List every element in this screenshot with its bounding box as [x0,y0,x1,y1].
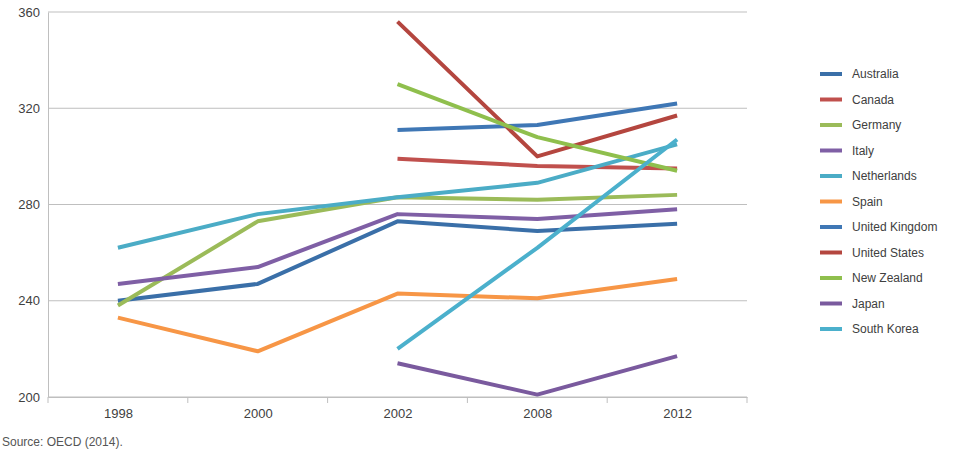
x-boundary-tick [467,397,468,403]
y-axis-line [48,13,49,398]
y-tick-label: 320 [18,101,40,116]
series-line [398,84,678,171]
y-tick-label: 240 [18,293,40,308]
legend-label: Japan [852,297,885,311]
legend-item: Spain [820,195,883,209]
x-boundary-ticks [48,397,747,403]
grid [48,12,747,397]
legend-item: New Zealand [820,271,923,285]
legend-item: Italy [820,144,874,158]
x-boundary-tick [607,397,608,403]
grid-line [48,12,747,13]
legend-swatch [820,276,842,280]
x-tick-label: 2000 [244,406,273,421]
legend-item: Canada [820,93,894,107]
legend-swatch [820,327,842,331]
y-tick: 240 [18,293,48,308]
legend-swatch [820,149,842,153]
legend-label: Italy [852,144,874,158]
y-tick: 320 [18,101,48,116]
x-tick: 2012 [663,397,692,421]
legend-item: United States [820,246,924,260]
legend-swatch [820,98,842,102]
y-tick: 360 [18,5,48,20]
legend-label: United Kingdom [852,220,937,234]
legend-label: Spain [852,195,883,209]
legend-swatch [820,72,842,76]
legend-label: Netherlands [852,169,917,183]
legend-swatch [820,225,842,229]
x-tick-label: 2002 [384,406,413,421]
y-tick-label: 280 [18,197,40,212]
x-tick: 2008 [523,397,552,421]
legend-item: South Korea [820,322,919,336]
legend-item: Japan [820,297,885,311]
legend-swatch [820,200,842,204]
series-line [398,140,678,349]
grid-line [48,204,747,205]
legend-label: United States [852,246,924,260]
x-boundary-tick [327,397,328,403]
x-boundary-tick [187,397,188,403]
y-tick-label: 360 [18,5,40,20]
legend-label: Germany [852,118,901,132]
series-line [118,144,677,247]
series-line [118,279,677,351]
legend-item: Netherlands [820,169,917,183]
plot-area [118,22,677,395]
legend-item: Australia [820,67,899,81]
legend-item: United Kingdom [820,220,937,234]
legend-swatch [820,174,842,178]
grid-line [48,397,747,398]
y-tick: 280 [18,197,48,212]
legend: Australia Canada Germany Italy Netherlands Sp… [820,67,937,336]
legend-item: Germany [820,118,901,132]
legend-swatch [820,123,842,127]
x-tick-label: 1998 [104,406,133,421]
y-tick: 200 [18,390,48,405]
y-axis: 200 240 280 320 360 [18,5,48,405]
legend-label: South Korea [852,322,919,336]
series-line [118,209,677,284]
legend-label: New Zealand [852,271,923,285]
source: Source: OECD (2014). [2,435,123,449]
x-boundary-tick [747,397,748,403]
x-tick-label: 2012 [663,406,692,421]
x-tick: 1998 [104,397,133,421]
grid-line [48,300,747,301]
y-tick-label: 200 [18,390,40,405]
legend-label: Australia [852,67,899,81]
x-tick-label: 2008 [523,406,552,421]
chart: 200 240 280 320 360 1998 2000 2002 2008 2012 Austr… [0,0,960,452]
x-tick: 2002 [384,397,413,421]
legend-label: Canada [852,93,894,107]
x-axis: 1998 2000 2002 2008 2012 [49,397,748,421]
legend-swatch [820,302,842,306]
x-tick: 2000 [244,397,273,421]
series-line [398,356,678,395]
legend-swatch [820,251,842,255]
x-axis-line [49,397,748,398]
x-boundary-tick [48,397,49,403]
